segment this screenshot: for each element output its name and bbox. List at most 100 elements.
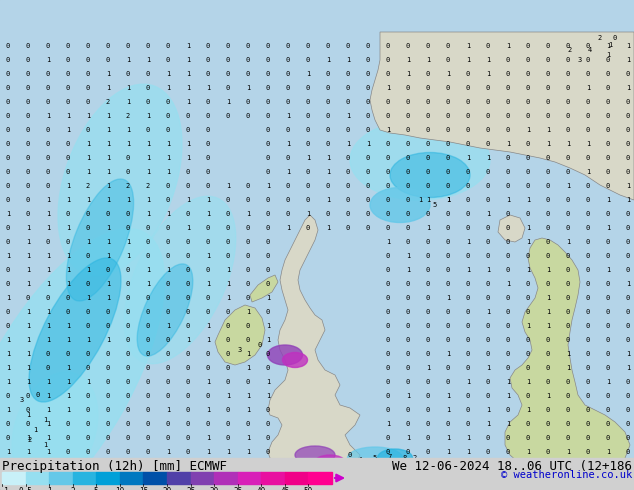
- Text: 0: 0: [466, 99, 470, 105]
- Text: 0: 0: [486, 113, 490, 119]
- Text: 1: 1: [466, 239, 470, 245]
- Text: 0: 0: [266, 421, 270, 427]
- Text: 0: 0: [366, 225, 370, 231]
- Text: 2: 2: [28, 437, 32, 443]
- Text: 1: 1: [46, 449, 50, 455]
- Text: 0: 0: [586, 435, 590, 441]
- Text: 0: 0: [506, 113, 510, 119]
- Text: 1: 1: [226, 449, 230, 455]
- Text: 0: 0: [258, 342, 262, 348]
- Text: 0: 0: [266, 253, 270, 259]
- Text: 0: 0: [246, 281, 250, 287]
- Bar: [0, 458, 634, 490]
- Text: 1: 1: [146, 57, 150, 63]
- Text: 1: 1: [46, 379, 50, 385]
- Text: 1: 1: [146, 155, 150, 161]
- Text: 50: 50: [304, 487, 313, 490]
- Text: 1: 1: [186, 85, 190, 91]
- Bar: [238, 472, 261, 484]
- Text: 30: 30: [209, 487, 219, 490]
- Bar: [96, 472, 120, 484]
- Text: Precipitation (12h) [mm] ECMWF: Precipitation (12h) [mm] ECMWF: [2, 460, 227, 473]
- Text: 0: 0: [166, 337, 170, 343]
- Text: 0: 0: [186, 449, 190, 455]
- Text: 0: 0: [166, 225, 170, 231]
- Text: 0: 0: [346, 169, 350, 175]
- Text: 0: 0: [386, 211, 390, 217]
- Text: 0: 0: [466, 127, 470, 133]
- Text: 1: 1: [46, 435, 50, 441]
- Text: 1: 1: [606, 52, 610, 58]
- Text: 1: 1: [106, 85, 110, 91]
- Text: 0: 0: [146, 127, 150, 133]
- Text: 0: 0: [486, 197, 490, 203]
- Text: 0: 0: [526, 155, 530, 161]
- Text: 0: 0: [506, 155, 510, 161]
- Text: 0: 0: [566, 323, 570, 329]
- Text: 0: 0: [486, 99, 490, 105]
- Text: 0: 0: [606, 393, 610, 399]
- Text: 0: 0: [406, 449, 410, 455]
- Text: 0: 0: [246, 295, 250, 301]
- Text: 1: 1: [46, 225, 50, 231]
- Text: 1: 1: [186, 99, 190, 105]
- Text: 0: 0: [486, 239, 490, 245]
- Text: 0: 0: [586, 57, 590, 63]
- Text: 1: 1: [86, 337, 90, 343]
- Text: 0: 0: [86, 281, 90, 287]
- Text: 0: 0: [6, 127, 10, 133]
- Text: 1: 1: [286, 225, 290, 231]
- Text: 1: 1: [106, 253, 110, 259]
- Text: 0: 0: [246, 197, 250, 203]
- Text: 1: 1: [46, 113, 50, 119]
- Text: 0: 0: [126, 43, 130, 49]
- Text: 15: 15: [139, 487, 148, 490]
- Text: 0: 0: [126, 393, 130, 399]
- Text: 0: 0: [506, 99, 510, 105]
- Text: 1: 1: [326, 225, 330, 231]
- Text: 0: 0: [546, 197, 550, 203]
- Text: 1: 1: [6, 407, 10, 413]
- Text: 0: 0: [106, 393, 110, 399]
- Text: 0: 0: [606, 211, 610, 217]
- Text: 0: 0: [146, 253, 150, 259]
- Text: 1: 1: [26, 239, 30, 245]
- Text: 0: 0: [26, 127, 30, 133]
- Text: 0: 0: [186, 407, 190, 413]
- Text: 0: 0: [206, 99, 210, 105]
- Text: 0: 0: [246, 239, 250, 245]
- Text: 0: 0: [406, 43, 410, 49]
- Text: 0: 0: [266, 449, 270, 455]
- Text: 0: 0: [446, 43, 450, 49]
- Text: 1: 1: [546, 323, 550, 329]
- Text: 1: 1: [626, 197, 630, 203]
- Ellipse shape: [268, 345, 302, 365]
- Text: 1: 1: [66, 393, 70, 399]
- Text: 0: 0: [366, 197, 370, 203]
- Text: 0: 0: [166, 183, 170, 189]
- Text: 1: 1: [46, 211, 50, 217]
- Text: 0: 0: [186, 351, 190, 357]
- Text: 1: 1: [608, 42, 612, 48]
- Text: 1: 1: [166, 449, 170, 455]
- Ellipse shape: [377, 449, 413, 467]
- Text: 1: 1: [586, 141, 590, 147]
- Text: 0: 0: [266, 435, 270, 441]
- Text: 0: 0: [586, 309, 590, 315]
- Text: 0: 0: [326, 43, 330, 49]
- Text: 0: 0: [146, 407, 150, 413]
- Text: 0: 0: [46, 351, 50, 357]
- Text: 1: 1: [6, 337, 10, 343]
- Text: 1: 1: [546, 295, 550, 301]
- Text: 0: 0: [66, 449, 70, 455]
- Text: 0: 0: [186, 169, 190, 175]
- Text: 1: 1: [626, 85, 630, 91]
- Text: 0: 0: [406, 141, 410, 147]
- Text: 0: 0: [606, 71, 610, 77]
- Text: 0: 0: [446, 323, 450, 329]
- Text: 0: 0: [606, 295, 610, 301]
- Text: 0: 0: [626, 449, 630, 455]
- Text: 0: 0: [506, 435, 510, 441]
- Text: 0: 0: [306, 225, 310, 231]
- Text: 1: 1: [43, 442, 47, 448]
